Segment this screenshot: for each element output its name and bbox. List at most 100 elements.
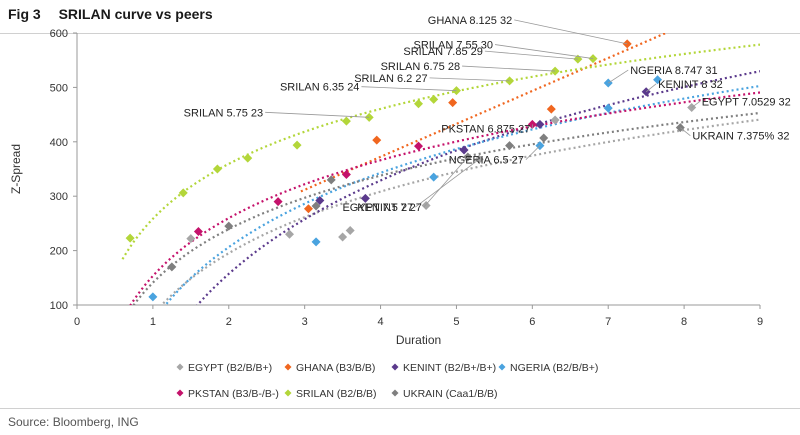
legend-label: PKSTAN (B3/B-/B-) <box>188 388 279 400</box>
point-srilan <box>292 140 302 150</box>
figure-number: Fig 3 <box>8 6 41 22</box>
annotation-label: KENINT 7 27 <box>357 202 422 214</box>
legend-marker-kenint <box>391 363 399 371</box>
point-ukrain <box>311 201 321 211</box>
annotation-leader <box>361 86 457 92</box>
legend-label: NGERIA (B2/B/B+) <box>510 362 598 374</box>
annotation-leader <box>494 44 594 59</box>
annotation-label: KENINT 8 32 <box>658 79 723 91</box>
point-kenint <box>315 196 325 206</box>
annotation-label: SRILAN 7.85 29 <box>403 46 483 58</box>
footer-divider <box>0 408 800 409</box>
point-srilan <box>341 116 351 126</box>
legend-label: SRILAN (B2/B/B) <box>296 388 377 400</box>
point-srilan <box>178 188 188 198</box>
point-ngeria <box>653 75 663 85</box>
point-egypt <box>550 115 560 125</box>
point-ngeria <box>603 103 613 113</box>
trendline-kenint <box>195 70 760 305</box>
annotation-label: UKRAIN 7.375% 32 <box>692 131 789 143</box>
point-ngeria <box>311 237 321 247</box>
point-pkstan <box>341 169 351 179</box>
point-srilan <box>243 153 253 163</box>
annotation-leader <box>680 127 691 136</box>
annotation-leader <box>414 158 480 208</box>
point-pkstan <box>414 141 423 151</box>
x-tick-label: 2 <box>226 316 232 328</box>
point-srilan <box>125 233 135 243</box>
point-ghana <box>303 204 313 214</box>
point-kenint <box>535 119 545 129</box>
point-ghana <box>372 135 382 145</box>
x-tick-label: 9 <box>757 316 763 328</box>
annotation-leader <box>691 101 700 108</box>
annotation-label: EGYPT 7.5 27 <box>342 202 413 214</box>
legend-marker-egypt <box>176 363 184 371</box>
annotation-leader <box>484 50 578 60</box>
annotation-leader <box>423 156 469 208</box>
y-tick-label: 300 <box>50 191 68 203</box>
point-ukrain <box>505 141 515 151</box>
annotation-label: PKSTAN 6.875 27 <box>441 123 530 135</box>
legend-marker-ngeria <box>498 363 506 371</box>
legend-label: EGYPT (B2/B/B+) <box>188 362 272 374</box>
point-pkstan <box>193 227 203 237</box>
point-srilan <box>414 99 423 109</box>
point-egypt <box>284 229 294 239</box>
source-note: Source: Bloomberg, ING <box>8 415 139 429</box>
annotation-leader <box>645 83 657 93</box>
annotation-label: SRILAN 5.75 23 <box>184 107 264 119</box>
annotation-leader <box>608 69 629 84</box>
legend-label: GHANA (B3/B/B) <box>296 362 375 374</box>
annotation-label: EGYPT 7.0529 32 <box>702 97 791 109</box>
y-axis-title: Z-Spread <box>9 144 23 194</box>
point-ngeria <box>429 172 439 182</box>
annotation-label: SRILAN 6.2 27 <box>354 73 427 85</box>
legend-marker-ukrain <box>391 389 399 397</box>
point-ukrain <box>224 221 234 231</box>
legend-marker-srilan <box>284 389 292 397</box>
x-tick-label: 7 <box>605 316 611 328</box>
point-srilan <box>429 94 439 104</box>
annotation-label: NGERIA 6.5 27 <box>449 155 524 167</box>
x-tick-label: 6 <box>529 316 535 328</box>
point-pkstan <box>273 197 283 207</box>
x-tick-label: 8 <box>681 316 687 328</box>
annotation-label: SRILAN 6.35 24 <box>280 82 360 94</box>
x-axis-title: Duration <box>396 333 441 347</box>
point-ghana <box>546 104 556 114</box>
chart-area: 100 200 300 400 500 600 0 1 2 3 4 5 6 7 8 9 Duration Z-Sp… <box>9 15 791 400</box>
point-ghana <box>448 98 458 108</box>
annotation-leader <box>514 19 628 45</box>
y-tick-label: 600 <box>50 28 68 40</box>
legend-marker-ghana <box>284 363 292 371</box>
y-tick-label: 200 <box>50 246 68 258</box>
annotation-label: GHANA 8.125 32 <box>428 15 512 27</box>
annotation-leader <box>462 65 556 72</box>
annotation-label: SRILAN 7.55 30 <box>414 40 494 52</box>
point-egypt <box>186 234 196 244</box>
annotation-leader <box>429 77 510 82</box>
point-ukrain <box>539 133 549 143</box>
annotation-label: SRILAN 6.75 28 <box>381 61 461 73</box>
legend-marker-pkstan <box>176 389 184 397</box>
annotation-leader <box>265 111 370 118</box>
point-ukrain <box>167 262 177 272</box>
legend-label: KENINT (B2/B+/B+) <box>403 362 496 374</box>
figure-header: Fig 3 SRILAN curve vs peers <box>8 6 213 22</box>
header-divider <box>0 33 800 34</box>
point-egypt <box>421 200 431 210</box>
point-srilan <box>212 164 222 174</box>
trendline-ngeria <box>164 84 760 305</box>
x-tick-label: 4 <box>377 316 383 328</box>
point-egypt <box>345 225 355 235</box>
x-tick-label: 0 <box>74 316 80 328</box>
point-ukrain <box>326 175 336 185</box>
point-kenint <box>360 193 370 203</box>
annotation-label: NGERIA 8.747 31 <box>630 65 717 77</box>
y-tick-label: 400 <box>50 137 68 149</box>
x-tick-label: 3 <box>302 316 308 328</box>
point-egypt <box>338 232 348 242</box>
legend-label: UKRAIN (Caa1/B/B) <box>403 388 498 400</box>
point-ngeria <box>148 292 158 302</box>
